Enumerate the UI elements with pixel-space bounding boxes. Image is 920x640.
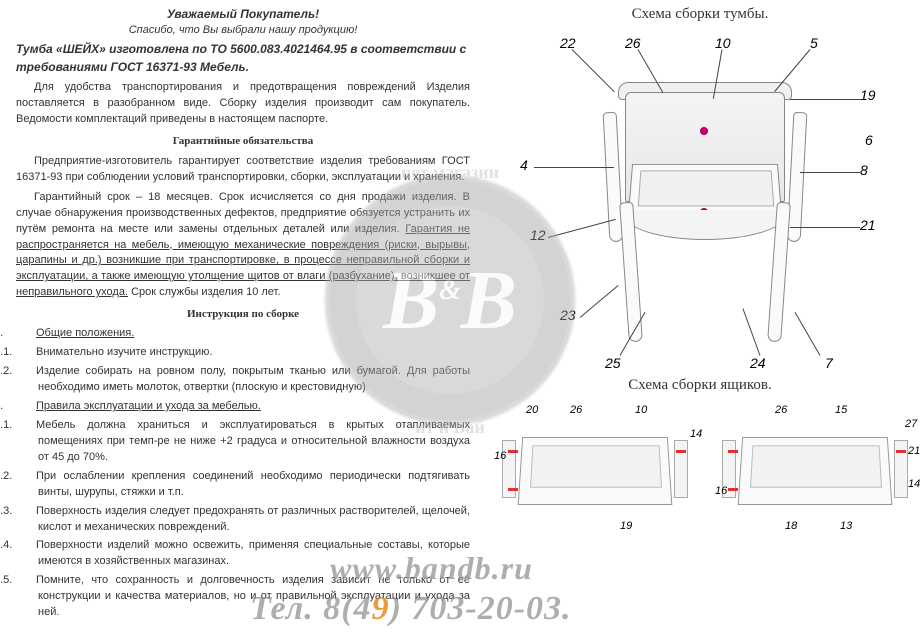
item-2-1: 2.1.Мебель должна храниться и эксплуатир… bbox=[16, 418, 470, 466]
item-2-3: 2.3.Поверхность изделия следует предохра… bbox=[16, 504, 470, 536]
warranty-p2a: Гарантийный срок – 18 месяцев. Срок исчи… bbox=[16, 191, 470, 235]
callout: 13 bbox=[840, 520, 852, 532]
warranty-p1: Предприятие-изготовитель гарантирует соо… bbox=[16, 154, 470, 186]
warranty-p2c: Срок службы изделия 10 лет. bbox=[128, 286, 280, 298]
product-line: Тумба «ШЕЙХ» изготовлена по ТО 5600.083.… bbox=[16, 41, 470, 76]
cabinet-skirt bbox=[622, 210, 788, 240]
cabinet-leg bbox=[787, 112, 808, 243]
callout: 19 bbox=[860, 87, 876, 103]
callout: 23 bbox=[560, 307, 576, 323]
callout: 7 bbox=[825, 355, 833, 371]
callout: 5 bbox=[810, 35, 818, 51]
thanks-line: Спасибо, что Вы выбрали нашу продукцию! bbox=[16, 23, 470, 39]
item-1-2: 1.2.Изделие собирать на ровном полу, пок… bbox=[16, 364, 470, 396]
cabinet-diagram-title: Схема сборки тумбы. bbox=[490, 6, 910, 23]
drawers-diagram: 20 26 10 15 27 14 21 16 19 18 13 14 16 2… bbox=[490, 400, 910, 550]
item-1: 1.Общие положения. bbox=[16, 326, 470, 342]
intro-paragraph: Для удобства транспортирования и предотв… bbox=[16, 80, 470, 128]
drawer-inner bbox=[638, 170, 774, 206]
greeting: Уважаемый Покупатель! bbox=[16, 6, 470, 23]
callout: 25 bbox=[605, 355, 621, 371]
drawer-side-panel bbox=[894, 440, 908, 498]
callout: 15 bbox=[835, 404, 847, 416]
red-mark bbox=[896, 450, 906, 453]
drawer-left bbox=[518, 437, 673, 505]
drawer-right bbox=[738, 437, 893, 505]
drawer-knob bbox=[700, 127, 708, 135]
assembly-title: Инструкция по сборке bbox=[16, 307, 470, 323]
callout: 22 bbox=[560, 35, 576, 51]
warranty-title: Гарантийные обязательства bbox=[16, 134, 470, 150]
callout: 16 bbox=[715, 485, 727, 497]
callout: 24 bbox=[750, 355, 766, 371]
drawer-inner bbox=[530, 445, 662, 487]
item-2-2: 2.2.При ослаблении крепления соединений … bbox=[16, 469, 470, 501]
item-2: 2.Правила эксплуатации и ухода за мебель… bbox=[16, 399, 470, 415]
red-mark bbox=[728, 488, 738, 491]
callout: 18 bbox=[785, 520, 797, 532]
text-column: Уважаемый Покупатель! Спасибо, что Вы вы… bbox=[0, 0, 480, 640]
callout: 26 bbox=[570, 404, 582, 416]
callout: 27 bbox=[905, 418, 917, 430]
red-mark bbox=[728, 450, 738, 453]
drawer-side-panel bbox=[674, 440, 688, 498]
diagram-column: Схема сборки тумбы. 22 26 10 5 1 bbox=[480, 0, 920, 640]
item-2-4: 2.4.Поверхности изделий можно освежить, … bbox=[16, 538, 470, 570]
cabinet-diagram: 22 26 10 5 19 4 8 21 12 6 23 25 24 7 bbox=[490, 27, 910, 377]
callout: 14 bbox=[690, 428, 702, 440]
leader-line bbox=[572, 49, 615, 92]
callout: 10 bbox=[715, 35, 731, 51]
callout: 21 bbox=[908, 445, 920, 457]
callout: 10 bbox=[635, 404, 647, 416]
callout: 20 bbox=[526, 404, 538, 416]
callout: 19 bbox=[620, 520, 632, 532]
callout: 26 bbox=[775, 404, 787, 416]
leader-line bbox=[534, 167, 614, 168]
item-2-5: 2.5.Помните, что сохранность и долговечн… bbox=[16, 573, 470, 621]
callout: 14 bbox=[908, 478, 920, 490]
leader-line bbox=[790, 99, 860, 100]
red-mark bbox=[508, 488, 518, 491]
item-1-1: 1.1.Внимательно изучите инструкцию. bbox=[16, 345, 470, 361]
callout: 12 bbox=[530, 227, 546, 243]
leader-line bbox=[800, 172, 860, 173]
warranty-p2: Гарантийный срок – 18 месяцев. Срок исчи… bbox=[16, 190, 470, 302]
leader-line bbox=[790, 227, 860, 228]
drawer-inner bbox=[750, 445, 882, 487]
red-mark bbox=[508, 450, 518, 453]
callout: 16 bbox=[494, 450, 506, 462]
cabinet-drawing bbox=[600, 82, 810, 332]
callout: 6 bbox=[865, 132, 873, 148]
drawers-diagram-title: Схема сборки ящиков. bbox=[490, 377, 910, 394]
callout: 21 bbox=[860, 217, 876, 233]
red-mark bbox=[676, 450, 686, 453]
callout: 4 bbox=[520, 157, 528, 173]
callout: 8 bbox=[860, 162, 868, 178]
